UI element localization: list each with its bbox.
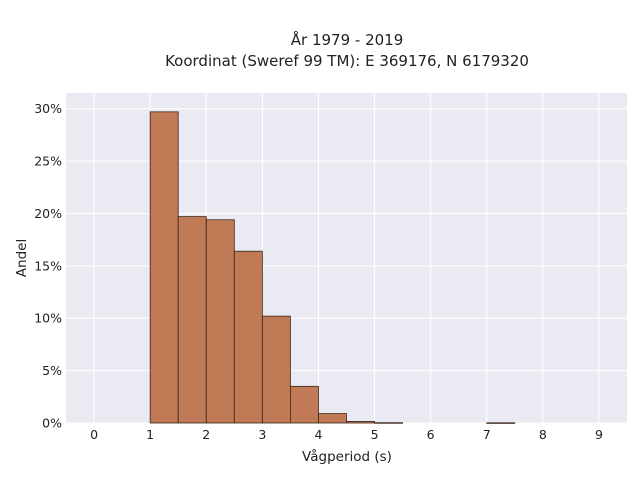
x-tick-label: 3 (258, 427, 266, 442)
y-tick-label: 10% (34, 311, 62, 326)
x-axis-label: Vågperiod (s) (302, 448, 392, 465)
y-axis-ticks: 0% 5% 10% 15% 20% 25% 30% (34, 101, 62, 430)
y-tick-label: 25% (34, 154, 62, 169)
x-axis-ticks: 0 1 2 3 4 5 6 7 8 9 (90, 427, 603, 442)
x-tick-label: 7 (483, 427, 491, 442)
y-tick-label: 30% (34, 101, 62, 116)
x-tick-label: 0 (90, 427, 98, 442)
x-tick-label: 4 (314, 427, 322, 442)
histogram-bar (149, 111, 179, 424)
histogram-bar (177, 216, 207, 424)
chart-title-line-2: Koordinat (Sweref 99 TM): E 369176, N 61… (165, 52, 529, 70)
x-tick-label: 5 (371, 427, 379, 442)
histogram-bar (289, 385, 319, 424)
y-tick-label: 15% (34, 258, 62, 273)
histogram-bar (486, 422, 516, 424)
histogram-bar (261, 315, 291, 424)
histogram-bar (318, 413, 347, 424)
histogram-bars (149, 111, 516, 424)
histogram-bar (205, 219, 235, 424)
histogram-bar (346, 421, 375, 424)
x-tick-label: 1 (146, 427, 154, 442)
x-tick-label: 9 (595, 427, 603, 442)
histogram-bar (374, 422, 403, 424)
y-tick-label: 20% (34, 206, 62, 221)
x-tick-label: 8 (539, 427, 547, 442)
chart-title-line-1: År 1979 - 2019 (291, 30, 404, 49)
x-tick-label: 2 (202, 427, 210, 442)
y-tick-label: 5% (42, 363, 62, 378)
x-tick-label: 6 (427, 427, 435, 442)
y-tick-label: 0% (42, 416, 62, 431)
y-axis-label: Andel (14, 239, 30, 277)
histogram-bar (233, 250, 263, 424)
